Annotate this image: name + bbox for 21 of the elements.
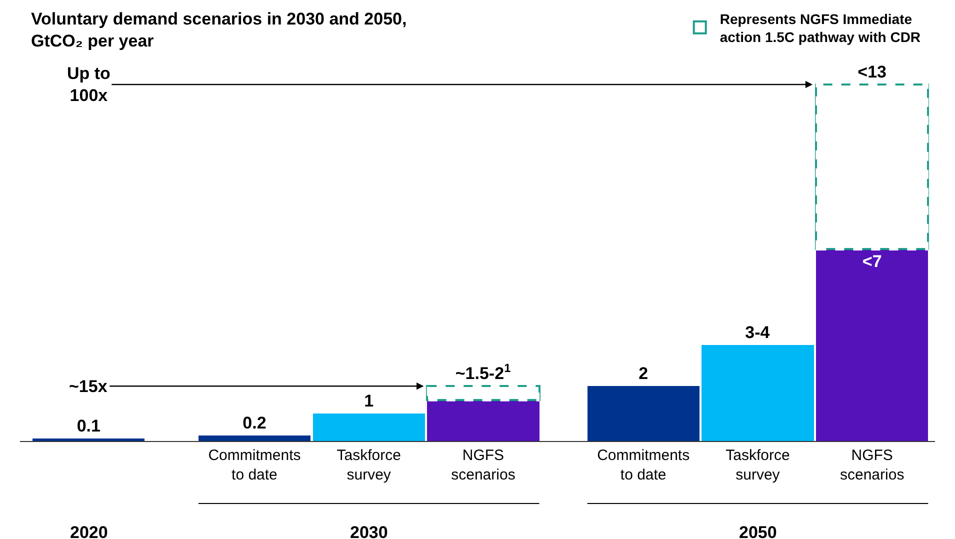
data-label: 0.1 bbox=[76, 416, 100, 436]
x-tick-label: Commitments to date bbox=[208, 447, 301, 484]
data-label: ~1.5-2$^{1}$ bbox=[455, 361, 512, 384]
data-label: <7 bbox=[862, 252, 882, 272]
x-tick-label: NGFS scenarios bbox=[840, 447, 904, 484]
text: 2030 bbox=[350, 523, 388, 539]
data-label: 1 bbox=[364, 392, 374, 411]
x-tick-label: Commitments to date bbox=[597, 447, 690, 484]
data-label: 3-4 bbox=[745, 323, 770, 342]
data-label: 0.2 bbox=[242, 414, 266, 433]
text: 2050 bbox=[739, 523, 777, 539]
legend-label: Represents NGFS Immediate action 1.5C pathway with CDR bbox=[720, 10, 921, 45]
x-tick-label: Taskforce survey bbox=[726, 447, 790, 484]
annotation: Up to 100x bbox=[67, 64, 110, 106]
annotation: ~15x bbox=[69, 377, 108, 396]
data-label: <13 bbox=[858, 62, 887, 82]
data-label: 2 bbox=[638, 364, 648, 384]
text: 2020 bbox=[70, 523, 108, 539]
chart-title: Voluntary demand scenarios in 2030 and 2050, GtCO₂ per year bbox=[30, 9, 407, 50]
x-tick-label: NGFS scenarios bbox=[451, 447, 516, 484]
x-tick-label: Taskforce survey bbox=[336, 447, 401, 484]
